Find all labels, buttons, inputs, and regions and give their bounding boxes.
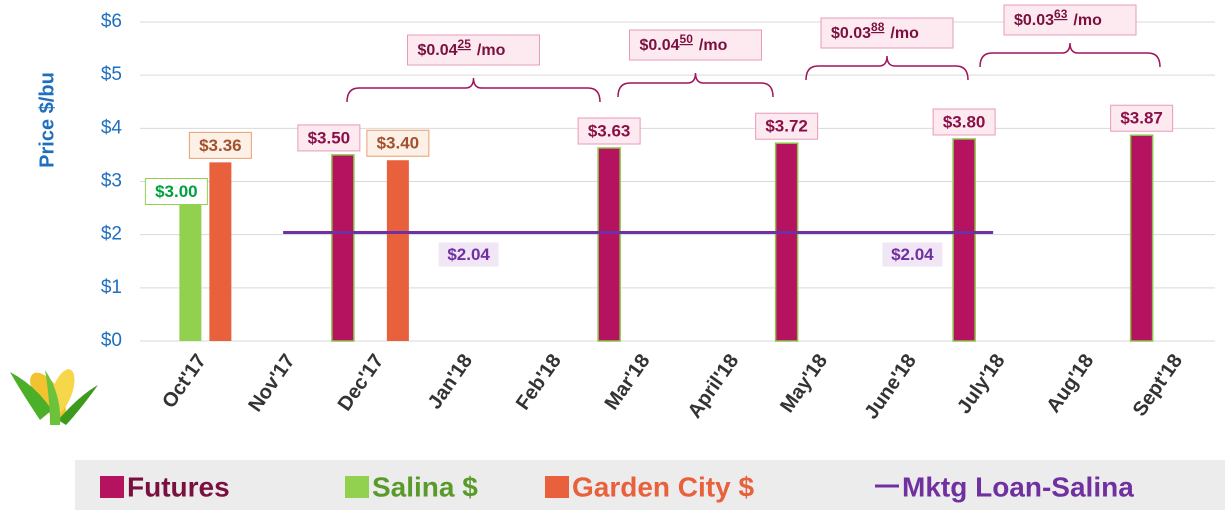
legend-swatch: [100, 476, 124, 498]
y-tick-label: $2: [101, 224, 122, 245]
x-tick-label: June'18: [861, 350, 921, 423]
annotation-unit: /mo: [890, 25, 919, 42]
brace: [979, 42, 1161, 68]
annotation-box: [407, 34, 540, 66]
legend-label: Futures: [127, 471, 230, 502]
x-tick-label: Jan'18: [424, 350, 477, 413]
value-label: $3.87: [1120, 109, 1163, 128]
y-tick-label: $4: [101, 117, 123, 138]
brace: [346, 77, 601, 103]
annotation-text: $0.0363/mo: [1014, 7, 1102, 29]
y-tick-label: $3: [101, 171, 122, 192]
x-tick-label: July'18: [953, 350, 1009, 418]
x-tick-label: Nov'17: [244, 350, 299, 416]
annotation-main: $0.03: [1014, 12, 1054, 29]
x-tick-label: May'18: [776, 350, 832, 417]
legend-swatch: [345, 476, 369, 498]
annotation-main: $0.04: [640, 37, 680, 54]
value-label: $2.04: [447, 245, 490, 264]
value-label: $3.63: [588, 121, 631, 140]
annotation-text: $0.0388/mo: [831, 20, 919, 42]
bar: [1129, 134, 1154, 342]
y-tick-label: $1: [101, 277, 122, 298]
y-tick-label: $0: [101, 330, 122, 351]
annotation: $0.0363/mo: [1003, 4, 1137, 36]
x-tick-label: Aug'18: [1042, 350, 1098, 417]
value-label: $3.72: [765, 117, 808, 136]
legend-swatch: [545, 476, 569, 498]
annotation-unit: /mo: [477, 42, 506, 59]
x-tick-label: April'18: [684, 350, 744, 422]
legend-label: Mktg Loan-Salina: [902, 471, 1134, 502]
annotation-box: [1003, 4, 1137, 36]
annotation-main: $0.03: [831, 25, 871, 42]
value-label-box: [144, 178, 208, 205]
annotation-box: [820, 17, 954, 49]
value-label-box: [297, 124, 361, 152]
x-tick-label: Mar'18: [601, 350, 655, 414]
annotation-sup: 50: [680, 32, 694, 46]
annotation-unit: /mo: [1073, 12, 1102, 29]
annotation: $0.0388/mo: [820, 17, 954, 49]
value-label-box: [366, 129, 430, 157]
value-label-box: [932, 108, 996, 136]
annotation-text: $0.0425/mo: [418, 37, 506, 59]
x-tick-label: Dec'17: [334, 350, 389, 415]
y-axis-title: Price $/bu: [36, 72, 58, 168]
value-label: $3.80: [943, 112, 986, 131]
value-label: $3.40: [377, 134, 420, 153]
bar: [386, 160, 409, 341]
brace: [617, 72, 774, 98]
value-label-box: [882, 242, 943, 267]
y-tick-label: $5: [101, 64, 122, 85]
x-tick-label: Sept'18: [1129, 350, 1187, 420]
value-label-box: [577, 117, 641, 145]
annotation: $0.0450/mo: [629, 29, 762, 61]
value-label: $2.04: [891, 245, 934, 264]
y-tick-label: $6: [101, 11, 122, 32]
annotation-unit: /mo: [699, 37, 728, 54]
bar: [597, 147, 621, 342]
bar: [179, 181, 202, 341]
value-label-box: [755, 112, 819, 140]
legend-label: Garden City $: [572, 471, 754, 502]
annotation-text: $0.0450/mo: [640, 32, 728, 54]
value-label: $3.36: [199, 136, 242, 155]
x-tick-label: Feb'18: [512, 350, 566, 414]
x-tick-label: Oct'17: [158, 350, 211, 412]
annotation: $0.0425/mo: [407, 34, 540, 66]
value-label-box: [438, 242, 499, 267]
value-label: $3.50: [308, 128, 351, 147]
bar: [774, 142, 799, 342]
value-label: $3.00: [155, 182, 198, 201]
bar: [209, 162, 232, 341]
bar: [331, 154, 355, 342]
legend-label: Salina $: [372, 471, 478, 502]
annotation-main: $0.04: [418, 42, 458, 59]
annotation-box: [629, 29, 762, 61]
annotation-sup: 63: [1054, 7, 1068, 21]
annotation-sup: 25: [458, 37, 472, 51]
value-label-box: [188, 131, 252, 159]
annotation-sup: 88: [871, 20, 885, 34]
value-label-box: [1110, 104, 1174, 132]
brace: [805, 55, 969, 81]
corn-icon: [10, 369, 98, 425]
legend-background: [75, 460, 1225, 510]
bar: [952, 138, 976, 342]
